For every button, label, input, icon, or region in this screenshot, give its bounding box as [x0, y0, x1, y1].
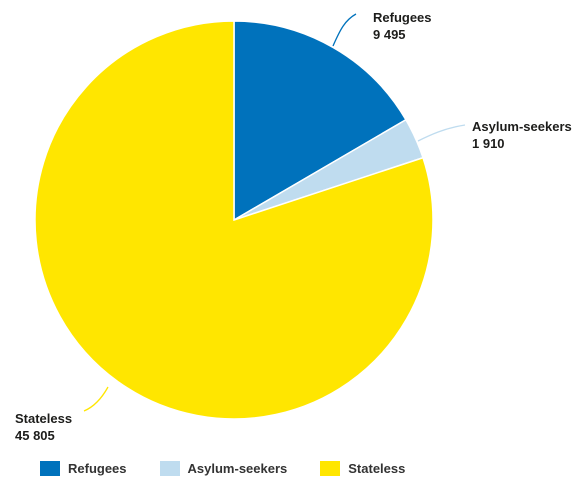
label-refugees-value: 9 495: [373, 27, 406, 42]
legend-item-stateless: Stateless: [320, 461, 405, 476]
pie-slices: [34, 20, 434, 420]
leader-line-asylum-seekers: [417, 124, 466, 142]
label-refugees-name: Refugees: [373, 10, 432, 25]
label-stateless-value: 45 805: [15, 428, 55, 443]
label-asylum-name: Asylum-seekers: [472, 119, 572, 134]
legend-label-stateless: Stateless: [348, 461, 406, 476]
legend-swatch-refugees: [40, 461, 60, 476]
legend: Refugees Asylum-seekers Stateless: [40, 461, 438, 476]
legend-swatch-asylum-seekers: [159, 461, 180, 476]
pie-slice-refugees: [233, 20, 407, 222]
label-stateless-name: Stateless: [15, 411, 72, 426]
legend-item-asylum-seekers: Asylum-seekers: [159, 461, 288, 476]
leader-line-refugees: [332, 13, 357, 47]
leader-lines: [83, 13, 466, 412]
pie-slice-stateless: [34, 20, 434, 420]
legend-swatch-stateless: [320, 461, 341, 476]
legend-label-refugees: Refugees: [68, 461, 127, 476]
pie-chart: Refugees 9 495 Asylum-seekers 1 910 Stat…: [15, 10, 572, 443]
leader-line-stateless: [83, 386, 109, 412]
legend-label-asylum-seekers: Asylum-seekers: [187, 461, 288, 476]
legend-item-refugees: Refugees: [40, 461, 127, 476]
label-asylum-value: 1 910: [472, 136, 505, 151]
